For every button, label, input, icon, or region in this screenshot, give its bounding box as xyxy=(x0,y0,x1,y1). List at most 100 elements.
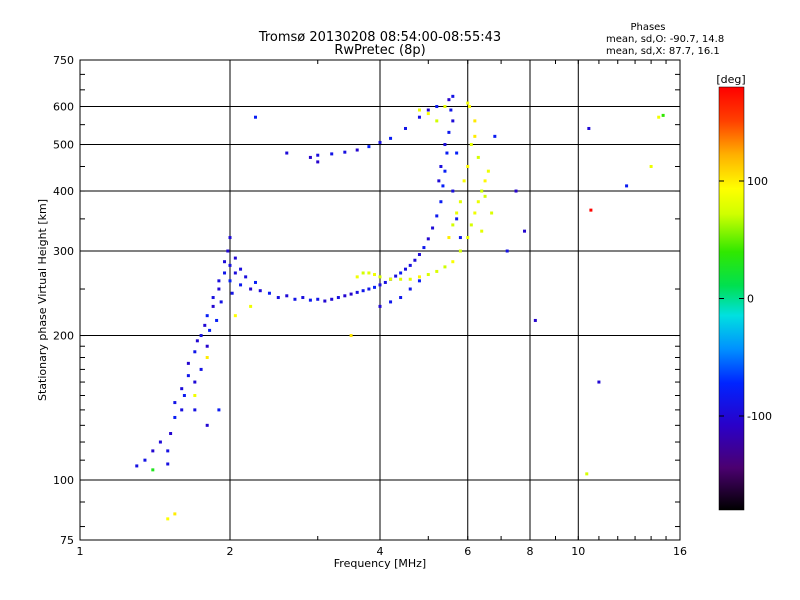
data-point-X xyxy=(367,271,371,275)
data-point-X xyxy=(389,277,393,281)
data-point-O xyxy=(223,260,227,264)
data-point-O xyxy=(226,249,230,253)
data-point-O xyxy=(355,148,359,152)
data-point-O xyxy=(285,294,289,298)
data-point-O xyxy=(435,105,439,109)
data-point-X xyxy=(480,189,484,193)
data-point-O xyxy=(205,344,209,348)
data-point-X xyxy=(458,200,462,204)
data-point-O xyxy=(431,226,435,230)
data-point-O xyxy=(316,153,320,157)
data-point-X xyxy=(349,334,353,338)
data-point-X xyxy=(466,236,470,240)
data-point-O xyxy=(253,115,257,119)
data-point-O xyxy=(417,253,421,257)
data-point-O xyxy=(180,387,184,391)
x-tick-label: 2 xyxy=(227,545,234,558)
phases-box-title: Phases xyxy=(630,22,665,33)
data-point-X xyxy=(443,265,447,269)
data-point-O xyxy=(244,275,248,279)
data-point-X xyxy=(451,223,455,227)
data-point-X xyxy=(378,275,382,279)
colorbar-ticks: 100 0 -100 xyxy=(719,175,772,423)
data-point-O xyxy=(505,249,509,253)
data-point-O xyxy=(217,279,221,283)
data-point-X xyxy=(473,134,477,138)
data-point-O xyxy=(173,401,177,405)
data-point-O xyxy=(378,283,382,287)
data-point-O xyxy=(458,236,462,240)
data-point-O xyxy=(455,217,459,221)
x-tick-label: 6 xyxy=(464,545,471,558)
data-point-O xyxy=(166,449,170,453)
data-point-O xyxy=(343,150,347,154)
data-point-O xyxy=(439,164,443,168)
data-point-O xyxy=(413,258,417,262)
data-point-X xyxy=(373,273,377,277)
data-point-outlier xyxy=(151,468,155,472)
colorbar-tick-label: 0 xyxy=(747,293,754,306)
data-point-O xyxy=(203,323,207,327)
data-point-O xyxy=(449,108,453,112)
data-point-O xyxy=(186,361,190,365)
data-point-O xyxy=(373,285,377,289)
data-point-X xyxy=(490,211,494,215)
data-point-O xyxy=(205,423,209,427)
data-point-O xyxy=(403,126,407,130)
data-point-O xyxy=(228,236,232,240)
data-point-O xyxy=(493,134,497,138)
data-point-outlier xyxy=(589,208,593,212)
data-point-O xyxy=(253,280,257,284)
data-point-X xyxy=(447,236,451,240)
data-point-X xyxy=(473,211,477,215)
data-point-O xyxy=(367,145,371,149)
data-point-X xyxy=(462,179,466,183)
data-point-X xyxy=(649,164,653,168)
data-point-X xyxy=(480,229,484,233)
data-point-O xyxy=(308,155,312,159)
axes: 1 2 4 6 8 10 16 75 100 200 300 400 500 600 750 xyxy=(53,54,687,558)
data-point-O xyxy=(394,274,398,278)
data-point-O xyxy=(316,297,320,301)
data-point-O xyxy=(199,367,203,371)
data-point-O xyxy=(173,415,177,419)
data-point-O xyxy=(443,169,447,173)
data-point-O xyxy=(193,408,197,412)
x-tick-label: 16 xyxy=(673,545,687,558)
data-point-O xyxy=(336,296,340,300)
y-tick-label: 300 xyxy=(53,245,74,258)
data-point-X xyxy=(469,143,473,147)
y-tick-label: 75 xyxy=(60,534,74,547)
data-point-O xyxy=(455,151,459,155)
data-point-O xyxy=(361,289,365,293)
data-point-O xyxy=(587,126,591,130)
x-tick-label: 4 xyxy=(377,545,384,558)
data-point-O xyxy=(417,279,421,283)
data-point-O xyxy=(447,130,451,134)
colorbar-tick-label: 100 xyxy=(747,175,768,188)
data-point-X xyxy=(355,275,359,279)
data-point-O xyxy=(211,296,215,300)
data-point-O xyxy=(276,296,280,300)
x-tick-label: 10 xyxy=(571,545,585,558)
y-tick-label: 200 xyxy=(53,330,74,343)
data-point-O xyxy=(230,291,234,295)
data-point-O xyxy=(193,350,197,354)
data-point-O xyxy=(426,108,430,112)
data-point-O xyxy=(330,297,334,301)
data-point-O xyxy=(316,160,320,164)
data-point-X xyxy=(417,275,421,279)
data-point-O xyxy=(441,184,445,188)
data-point-X xyxy=(476,200,480,204)
chart-title: Tromsø 20130208 08:54:00-08:55:43 xyxy=(258,30,501,45)
data-point-O xyxy=(435,214,439,218)
data-point-X xyxy=(476,155,480,159)
data-point-O xyxy=(208,328,212,332)
data-point-O xyxy=(447,98,451,102)
y-tick-label: 750 xyxy=(53,54,74,67)
data-point-X xyxy=(451,260,455,264)
data-point-O xyxy=(389,300,393,304)
data-point-X xyxy=(435,119,439,123)
data-point-X xyxy=(483,194,487,198)
grid-lines xyxy=(80,60,680,540)
